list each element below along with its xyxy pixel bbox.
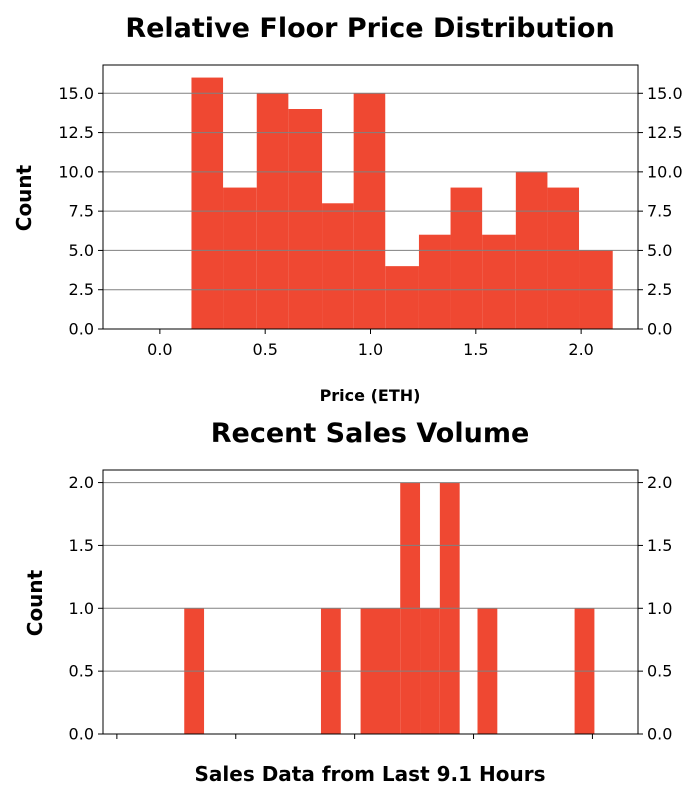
chart1-ytick-label-left: 10.0	[58, 162, 94, 181]
chart1-xtick-label: 1.0	[358, 340, 383, 359]
chart1-xtick-label: 0.0	[147, 340, 172, 359]
chart1-ytick-label-right: 12.5	[647, 123, 683, 142]
chart2-ytick-label-left: 1.5	[69, 536, 94, 555]
chart1-bar	[191, 77, 224, 329]
chart1-bar	[322, 203, 354, 329]
chart2-ytick-label-left: 1.0	[69, 599, 94, 618]
chart1-ytick-label-right: 0.0	[647, 320, 672, 339]
chart1-bar	[482, 234, 516, 329]
chart1-bar	[223, 187, 257, 329]
chart1-xtick-label: 0.5	[252, 340, 277, 359]
chart2-ytick-label-left: 2.0	[69, 473, 94, 492]
chart1-bar	[288, 109, 323, 329]
chart1-plot: 0.0 0.0 2.5 2.5 5.0 5.0 7.5 7.5 10.0 10.0 12.5 12.5…	[58, 64, 683, 359]
chart1-ytick-label-left: 7.5	[69, 202, 94, 221]
chart2-frame	[102, 469, 639, 735]
chart2-ytick-label-right: 1.0	[647, 599, 672, 618]
chart1-ytick-label-right: 15.0	[647, 84, 683, 103]
chart1-ylabel: Count	[12, 164, 36, 231]
chart1-ytick-label-left: 15.0	[58, 84, 94, 103]
chart1-ytick-label-left: 12.5	[58, 123, 94, 142]
chart2-ytick-label-right: 0.5	[647, 662, 672, 681]
chart1-ytick-label-right: 5.0	[647, 241, 672, 260]
chart2-ytick-label-right: 1.5	[647, 536, 672, 555]
chart2-ytick-label-right: 2.0	[647, 473, 672, 492]
chart1-bar	[418, 234, 451, 329]
chart1-ytick-label-right: 2.5	[647, 280, 672, 299]
chart2-ytick-label-left: 0.5	[69, 662, 94, 681]
chart1-ytick-label-left: 0.0	[69, 320, 94, 339]
chart1-xtick-label: 2.0	[568, 340, 593, 359]
chart2-ytick-label-right: 0.0	[647, 725, 672, 744]
chart1-bar	[385, 266, 419, 329]
chart1-ytick-label-left: 5.0	[69, 241, 94, 260]
chart1-xlabel: Price (ETH)	[320, 386, 421, 405]
chart2-plot: 0.0 0.0 0.5 0.5 1.0 1.0 1.5 1.5 2.0 2.0	[69, 469, 672, 744]
chart1-ytick-label-right: 7.5	[647, 202, 672, 221]
chart1-ytick-label-right: 10.0	[647, 162, 683, 181]
chart1-ytick-label-left: 2.5	[69, 280, 94, 299]
chart1-title: Relative Floor Price Distribution	[125, 13, 614, 44]
chart2-ytick-label-left: 0.0	[69, 725, 94, 744]
chart1-xtick-label: 1.5	[463, 340, 488, 359]
chart1-bar	[547, 187, 580, 329]
chart2-xlabel: Sales Data from Last 9.1 Hours	[195, 762, 546, 786]
chart2-title: Recent Sales Volume	[211, 418, 530, 449]
chart1-bar	[450, 187, 483, 329]
chart2-ylabel: Count	[23, 569, 47, 636]
